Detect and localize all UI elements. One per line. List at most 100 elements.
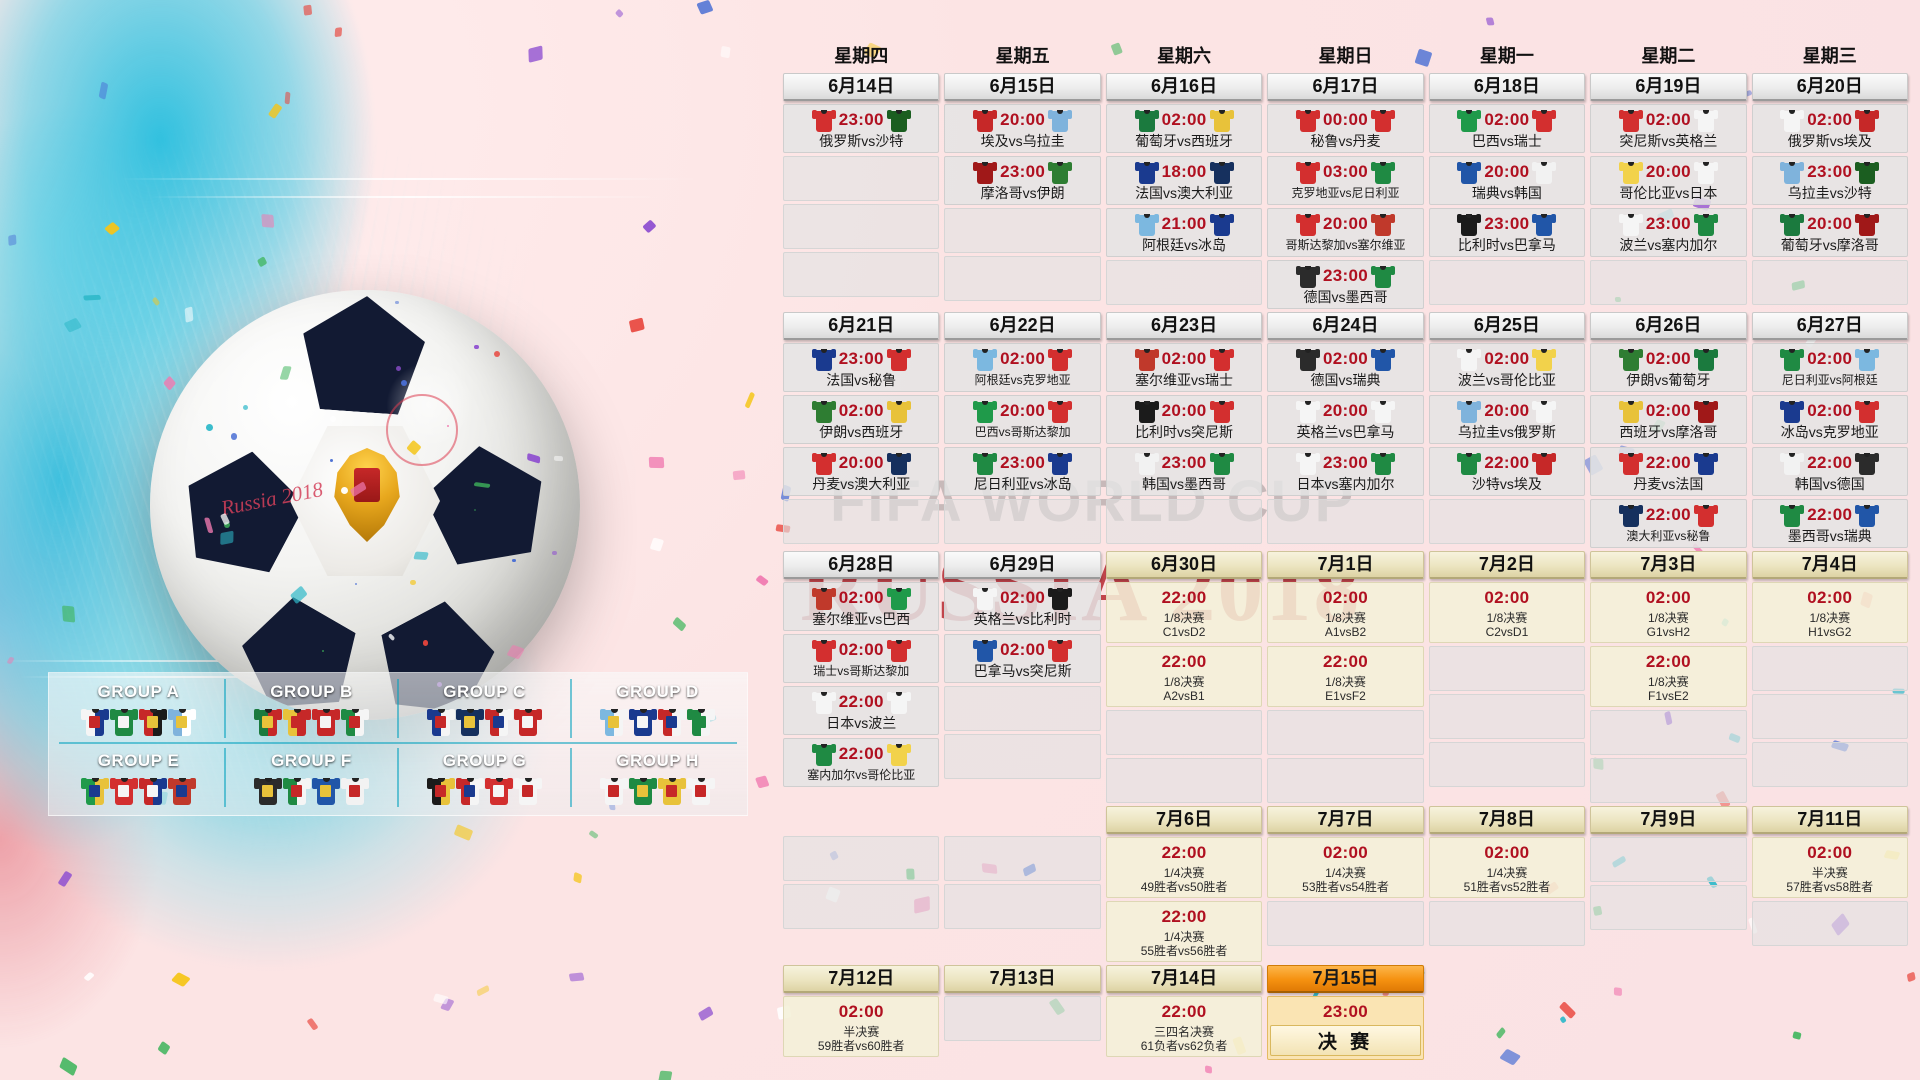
match-cell[interactable]: 02:00 葡萄牙vs西班牙: [1105, 104, 1263, 153]
match-cell[interactable]: 20:00 哥斯达黎加vs塞尔维亚: [1267, 208, 1424, 257]
knockout-match-cell[interactable]: 02:00 1/8决赛 C2vsD1: [1428, 582, 1586, 643]
group-box-d[interactable]: GROUP D: [572, 679, 743, 738]
match-cell[interactable]: 20:00 巴西vs哥斯达黎加: [944, 395, 1101, 444]
date-header[interactable]: 7月8日: [1428, 806, 1586, 834]
date-header[interactable]: 6月15日: [944, 73, 1101, 101]
match-cell[interactable]: 23:00 乌拉圭vs沙特: [1751, 156, 1908, 205]
group-box-h[interactable]: GROUP H: [572, 748, 743, 807]
match-cell[interactable]: 02:00 尼日利亚vs阿根廷: [1751, 343, 1908, 392]
match-cell[interactable]: 23:00 尼日利亚vs冰岛: [944, 447, 1101, 496]
date-header[interactable]: 7月1日: [1267, 551, 1424, 579]
match-cell[interactable]: 23:00 韩国vs墨西哥: [1105, 447, 1263, 496]
match-cell[interactable]: 20:00 比利时vs突尼斯: [1105, 395, 1263, 444]
group-box-a[interactable]: GROUP A: [53, 679, 224, 738]
date-header[interactable]: 6月20日: [1751, 73, 1908, 101]
match-cell[interactable]: 23:00 日本vs塞内加尔: [1267, 447, 1424, 496]
match-cell[interactable]: 02:00 阿根廷vs克罗地亚: [944, 343, 1101, 392]
date-header[interactable]: 6月16日: [1105, 73, 1263, 101]
match-cell[interactable]: 22:00 韩国vs德国: [1751, 447, 1908, 496]
knockout-match-cell[interactable]: 02:00 1/8决赛 H1vsG2: [1751, 582, 1908, 643]
date-header[interactable]: 7月9日: [1590, 806, 1747, 834]
date-header[interactable]: 7月14日: [1105, 965, 1263, 993]
date-header[interactable]: 6月24日: [1267, 312, 1424, 340]
date-header[interactable]: 6月21日: [783, 312, 940, 340]
match-cell[interactable]: 20:00 哥伦比亚vs日本: [1590, 156, 1747, 205]
match-cell[interactable]: 23:00 俄罗斯vs沙特: [783, 104, 940, 153]
match-cell[interactable]: 22:00 墨西哥vs瑞典: [1751, 499, 1908, 548]
match-cell[interactable]: 20:00 埃及vs乌拉圭: [944, 104, 1101, 153]
match-cell[interactable]: 03:00 克罗地亚vs尼日利亚: [1267, 156, 1424, 205]
date-header[interactable]: 6月25日: [1428, 312, 1586, 340]
date-header[interactable]: 6月19日: [1590, 73, 1747, 101]
date-header[interactable]: 6月23日: [1105, 312, 1263, 340]
match-cell[interactable]: 02:00 英格兰vs比利时: [944, 582, 1101, 631]
date-header[interactable]: 6月17日: [1267, 73, 1424, 101]
date-header[interactable]: 7月11日: [1751, 806, 1908, 834]
date-header[interactable]: 7月13日: [944, 965, 1101, 993]
match-cell[interactable]: 20:00 英格兰vs巴拿马: [1267, 395, 1424, 444]
knockout-match-cell[interactable]: 22:00 1/4决赛 49胜者vs50胜者: [1105, 837, 1263, 898]
date-header[interactable]: 7月6日: [1105, 806, 1263, 834]
match-cell[interactable]: 00:00 秘鲁vs丹麦: [1267, 104, 1424, 153]
knockout-match-cell[interactable]: 02:00 半决赛 59胜者vs60胜者: [783, 996, 940, 1057]
match-cell[interactable]: 20:00 乌拉圭vs俄罗斯: [1428, 395, 1586, 444]
match-cell[interactable]: 23:00 法国vs秘鲁: [783, 343, 940, 392]
match-cell[interactable]: 23:00 摩洛哥vs伊朗: [944, 156, 1101, 205]
final-match-cell[interactable]: 23:00 决 赛: [1267, 996, 1424, 1060]
match-cell[interactable]: 20:00 瑞典vs韩国: [1428, 156, 1586, 205]
date-header[interactable]: 6月18日: [1428, 73, 1586, 101]
match-cell[interactable]: 22:00 塞内加尔vs哥伦比亚: [783, 738, 940, 787]
match-cell[interactable]: 22:00 沙特vs埃及: [1428, 447, 1586, 496]
match-cell[interactable]: 22:00 丹麦vs法国: [1590, 447, 1747, 496]
match-cell[interactable]: 02:00 伊朗vs葡萄牙: [1590, 343, 1747, 392]
date-header[interactable]: 6月26日: [1590, 312, 1747, 340]
date-header[interactable]: 6月28日: [783, 551, 940, 579]
match-cell[interactable]: 02:00 西班牙vs摩洛哥: [1590, 395, 1747, 444]
date-header[interactable]: 7月15日: [1267, 965, 1424, 993]
group-box-c[interactable]: GROUP C: [399, 679, 570, 738]
match-cell[interactable]: 20:00 葡萄牙vs摩洛哥: [1751, 208, 1908, 257]
knockout-match-cell[interactable]: 02:00 1/8决赛 G1vsH2: [1590, 582, 1747, 643]
date-header[interactable]: 7月3日: [1590, 551, 1747, 579]
knockout-match-cell[interactable]: 02:00 1/4决赛 53胜者vs54胜者: [1267, 837, 1424, 898]
knockout-match-cell[interactable]: 02:00 1/8决赛 A1vsB2: [1267, 582, 1424, 643]
match-cell[interactable]: 22:00 日本vs波兰: [783, 686, 940, 735]
date-header[interactable]: 6月27日: [1751, 312, 1908, 340]
group-box-g[interactable]: GROUP G: [399, 748, 570, 807]
date-header[interactable]: 7月7日: [1267, 806, 1424, 834]
knockout-match-cell[interactable]: 22:00 1/8决赛 F1vsE2: [1590, 646, 1747, 707]
match-cell[interactable]: 21:00 阿根廷vs冰岛: [1105, 208, 1263, 257]
match-cell[interactable]: 18:00 法国vs澳大利亚: [1105, 156, 1263, 205]
knockout-match-cell[interactable]: 02:00 1/4决赛 51胜者vs52胜者: [1428, 837, 1586, 898]
match-cell[interactable]: 02:00 突尼斯vs英格兰: [1590, 104, 1747, 153]
group-box-e[interactable]: GROUP E: [53, 748, 224, 807]
knockout-match-cell[interactable]: 22:00 三四名决赛 61负者vs62负者: [1105, 996, 1263, 1057]
match-cell[interactable]: 23:00 波兰vs塞内加尔: [1590, 208, 1747, 257]
knockout-match-cell[interactable]: 22:00 1/8决赛 C1vsD2: [1105, 582, 1263, 643]
date-header[interactable]: 7月2日: [1428, 551, 1586, 579]
match-cell[interactable]: 22:00 澳大利亚vs秘鲁: [1590, 499, 1747, 548]
date-header[interactable]: 7月12日: [783, 965, 940, 993]
knockout-match-cell[interactable]: 22:00 1/4决赛 55胜者vs56胜者: [1105, 901, 1263, 962]
date-header[interactable]: 6月29日: [944, 551, 1101, 579]
match-cell[interactable]: 23:00 德国vs墨西哥: [1267, 260, 1424, 309]
knockout-match-cell[interactable]: 22:00 1/8决赛 A2vsB1: [1105, 646, 1263, 707]
knockout-match-cell[interactable]: 02:00 半决赛 57胜者vs58胜者: [1751, 837, 1908, 898]
group-box-b[interactable]: GROUP B: [226, 679, 397, 738]
match-cell[interactable]: 02:00 伊朗vs西班牙: [783, 395, 940, 444]
match-cell[interactable]: 02:00 波兰vs哥伦比亚: [1428, 343, 1586, 392]
match-cell[interactable]: 02:00 巴拿马vs突尼斯: [944, 634, 1101, 683]
date-header[interactable]: 7月4日: [1751, 551, 1908, 579]
date-header[interactable]: 6月30日: [1105, 551, 1263, 579]
match-cell[interactable]: 02:00 瑞士vs哥斯达黎加: [783, 634, 940, 683]
match-cell[interactable]: 02:00 塞尔维亚vs巴西: [783, 582, 940, 631]
date-header[interactable]: 6月14日: [783, 73, 940, 101]
match-cell[interactable]: 02:00 俄罗斯vs埃及: [1751, 104, 1908, 153]
match-cell[interactable]: 02:00 冰岛vs克罗地亚: [1751, 395, 1908, 444]
knockout-match-cell[interactable]: 22:00 1/8决赛 E1vsF2: [1267, 646, 1424, 707]
group-box-f[interactable]: GROUP F: [226, 748, 397, 807]
date-header[interactable]: 6月22日: [944, 312, 1101, 340]
match-cell[interactable]: 02:00 德国vs瑞典: [1267, 343, 1424, 392]
match-cell[interactable]: 20:00 丹麦vs澳大利亚: [783, 447, 940, 496]
match-cell[interactable]: 02:00 巴西vs瑞士: [1428, 104, 1586, 153]
